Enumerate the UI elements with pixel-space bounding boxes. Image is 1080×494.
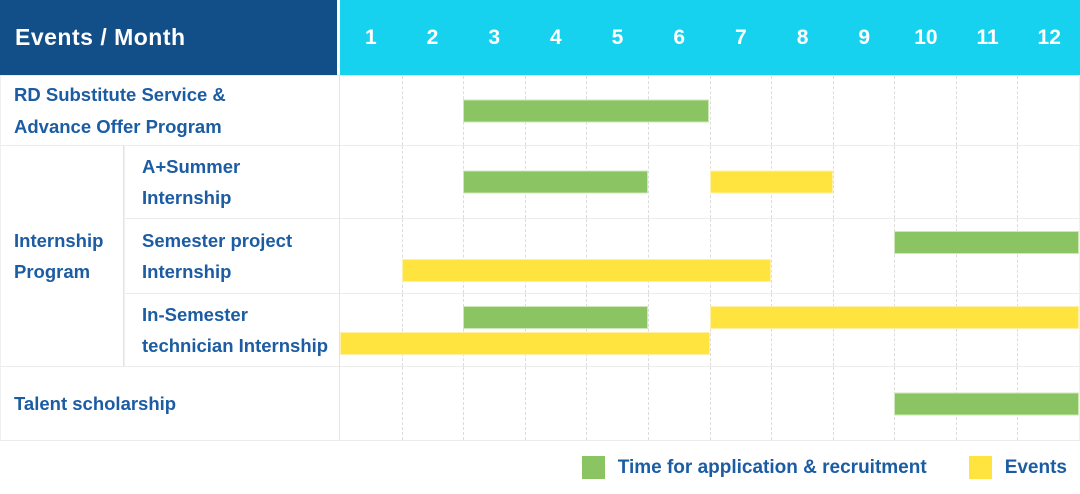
month-label: 2 [426,25,439,49]
month-gridline [955,219,957,293]
row-label-a-plus-summer-internship: A+Summer Internship [124,145,340,218]
month-gridline [955,146,957,218]
chart-cell [340,75,1080,145]
application-bar [463,306,648,329]
month-gridline [401,219,403,293]
events-swatch-icon [968,456,992,479]
month-label: 9 [858,25,871,49]
legend-item-events: Events [968,456,1067,479]
month-gridline [894,76,896,145]
application-bar [463,170,648,194]
month-gridline [771,76,773,145]
month-gridline [709,367,711,440]
legend-item-application: Time for application & recruitment [581,456,927,479]
group-label-line: Program [14,261,91,282]
month-gridline [1017,146,1019,218]
month-label: 10 [914,25,938,49]
month-gridline [647,367,649,440]
row-label-line: Advance Offer Program [14,115,222,137]
month-gridline [401,76,403,145]
events-bar [709,170,833,194]
row-label-line: Internship [142,261,232,282]
month-gridline [1017,219,1019,293]
row-label-rd-substitute-service: RD Substitute Service & Advance Offer Pr… [0,75,340,145]
month-gridline [955,76,957,145]
row-label-line: Semester project [142,229,293,251]
legend-label-application: Time for application & recruitment [617,456,927,478]
month-gridline [524,294,526,366]
month-gridline [709,294,711,366]
month-gridline [832,294,834,366]
month-gridline [586,219,588,293]
month-gridline [1017,294,1019,366]
month-gridline [709,219,711,293]
month-label: 7 [735,25,747,49]
month-label: 12 [1037,25,1061,49]
month-label: 3 [488,25,501,49]
group-label-internship-program: Internship Program [0,145,124,366]
row-label-line: Talent scholarship [14,392,177,414]
row-label-line: In-Semester [142,303,248,325]
month-label: 8 [796,25,809,49]
month-gridline [647,294,649,366]
events-bar [340,332,710,355]
application-bar [463,99,710,122]
chart-cell [340,366,1080,440]
month-gridline [586,367,588,440]
month-gridline [709,76,711,145]
row-label-line: A+Summer [142,155,241,177]
month-gridline [647,146,649,218]
month-gridline [586,294,588,366]
events-month-header-cell: Events / Month [0,0,340,75]
events-bar [709,306,1079,329]
month-gridline [401,367,403,440]
chart-cell [340,293,1080,366]
chart-cell [340,145,1080,218]
month-gridline [771,367,773,440]
month-gridline [832,146,834,218]
gantt-table: Events / Month 1 2 3 4 5 6 7 8 9 10 11 12 RD Substi… [0,0,1080,441]
month-gridline [524,219,526,293]
application-bar [894,231,1079,254]
row-label-talent-scholarship: Talent scholarship [0,366,340,440]
month-gridline [955,294,957,366]
chart-cell [340,218,1080,293]
month-gridline [894,146,896,218]
month-label: 6 [673,25,686,49]
events-bar [401,259,772,282]
month-header-row: 1 2 3 4 5 6 7 8 9 10 11 12 [340,0,1080,75]
month-gridline [524,367,526,440]
month-gridline [832,367,834,440]
month-gridline [463,219,465,293]
month-label: 5 [611,25,624,49]
month-gridline [771,219,773,293]
month-gridline [401,294,403,366]
legend: Time for application & recruitment Event… [0,441,1080,494]
month-gridline [771,294,773,366]
month-label: 11 [976,25,999,49]
legend-label-events: Events [1004,456,1067,478]
events-month-header-label: Events / Month [15,24,186,50]
group-label-line: Internship [14,229,104,251]
row-label-line: RD Substitute Service & [14,84,226,106]
month-label: 1 [364,25,377,49]
application-bar [894,392,1079,415]
month-gridline [401,146,403,218]
application-swatch-icon [581,456,605,479]
month-gridline [894,294,896,366]
month-gridline [832,219,834,293]
row-label-semester-project-internship: Semester project Internship [124,218,340,293]
month-gridline [832,76,834,145]
row-label-line: Internship [142,187,232,208]
month-gridline [1017,76,1019,145]
month-gridline [647,219,649,293]
row-label-line: technician Internship [142,335,329,356]
row-label-in-semester-technician-internship: In-Semester technician Internship [124,293,340,366]
month-gridline [463,294,465,366]
month-gridline [463,367,465,440]
month-label: 4 [550,25,562,49]
month-gridline [894,219,896,293]
